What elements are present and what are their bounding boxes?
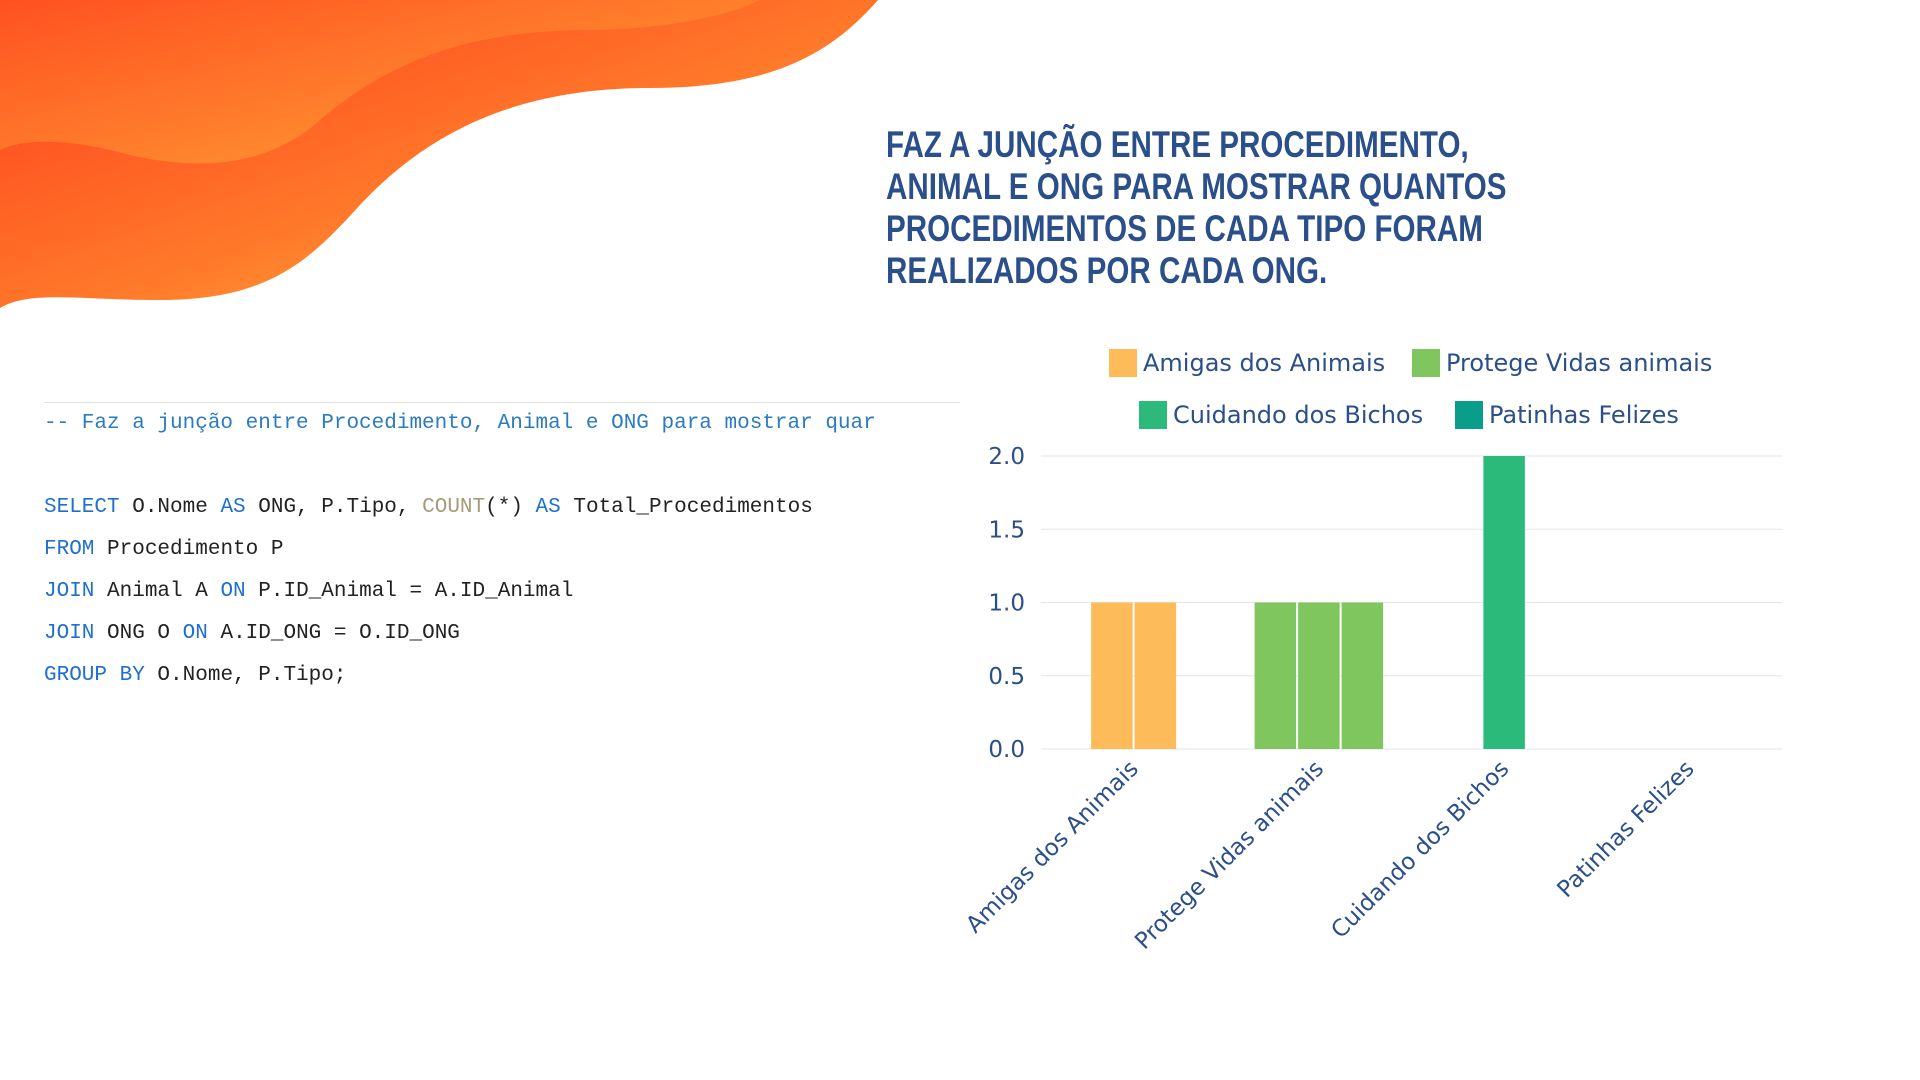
code-line: GROUP BY O.Nome, P.Tipo;	[44, 655, 960, 697]
code-line: -- Faz a junção entre Procedimento, Anim…	[44, 403, 960, 445]
code-token: O.Nome, P.Tipo;	[144, 664, 347, 687]
x-tick-label: Amigas dos Animais	[961, 756, 1143, 938]
code-token: Animal A	[94, 580, 221, 603]
legend-label: Protege Vidas animais	[1446, 349, 1712, 377]
legend-label: Cuidando dos Bichos	[1173, 401, 1423, 429]
bar	[1341, 602, 1384, 749]
code-token: ON	[220, 580, 246, 603]
heading-line: PROCEDIMENTOS DE CADA TIPO FORAM	[886, 208, 1483, 249]
y-tick-label: 0.5	[988, 664, 1025, 690]
code-token: AS	[535, 496, 561, 519]
code-line: JOIN ONG O ON A.ID_ONG = O.ID_ONG	[44, 613, 960, 655]
heading-line: REALIZADOS POR CADA ONG.	[886, 250, 1328, 291]
code-token: Procedimento P	[94, 538, 284, 561]
y-tick-label: 2.0	[988, 444, 1025, 470]
code-token: GROUP BY	[44, 664, 145, 687]
bar	[1254, 602, 1297, 749]
code-token: P.ID_Animal = A.ID_Animal	[245, 580, 574, 603]
y-tick-label: 1.5	[988, 517, 1025, 543]
blob-inner	[0, 0, 760, 164]
heading: FAZ A JUNÇÃO ENTRE PROCEDIMENTO, ANIMAL E…	[886, 124, 1507, 292]
code-token: JOIN	[44, 622, 95, 645]
x-tick-label: Cuidando dos Bichos	[1326, 756, 1514, 944]
legend-label: Amigas dos Animais	[1143, 349, 1385, 377]
code-token: AS	[220, 496, 246, 519]
legend-swatch	[1412, 349, 1440, 377]
code-token: Total_Procedimentos	[560, 496, 813, 519]
bar	[1298, 602, 1340, 749]
code-token: (*)	[485, 496, 536, 519]
code-token: SELECT	[44, 496, 120, 519]
y-tick-label: 1.0	[988, 591, 1025, 617]
legend-label: Patinhas Felizes	[1489, 401, 1679, 429]
x-tick-label: Protege Vidas animais	[1130, 756, 1329, 955]
bar	[1091, 602, 1133, 749]
code-line: FROM Procedimento P	[44, 529, 960, 571]
code-token: ONG, P.Tipo,	[245, 496, 423, 519]
x-tick-label: Patinhas Felizes	[1553, 756, 1700, 903]
code-token: FROM	[44, 538, 95, 561]
heading-line: ANIMAL E ONG PARA MOSTRAR QUANTOS	[886, 166, 1507, 207]
y-tick-label: 0.0	[988, 737, 1025, 763]
code-token: ONG O	[94, 622, 183, 645]
code-token: O.Nome	[119, 496, 221, 519]
heading-line: FAZ A JUNÇÃO ENTRE PROCEDIMENTO,	[886, 124, 1469, 165]
bar	[1134, 602, 1177, 749]
code-line: SELECT O.Nome AS ONG, P.Tipo, COUNT(*) A…	[44, 487, 960, 529]
legend-swatch	[1109, 349, 1137, 377]
code-token: ON	[182, 622, 208, 645]
code-line: JOIN Animal A ON P.ID_Animal = A.ID_Anim…	[44, 571, 960, 613]
code-block: -- Faz a junção entre Procedimento, Anim…	[44, 402, 960, 697]
code-token: COUNT	[422, 496, 486, 519]
code-token: -- Faz a junção entre Procedimento, Anim…	[44, 412, 876, 435]
legend-swatch	[1455, 401, 1483, 429]
code-token: A.ID_ONG = O.ID_ONG	[207, 622, 460, 645]
code-token: JOIN	[44, 580, 95, 603]
bar	[1483, 456, 1525, 749]
legend-swatch	[1139, 401, 1167, 429]
